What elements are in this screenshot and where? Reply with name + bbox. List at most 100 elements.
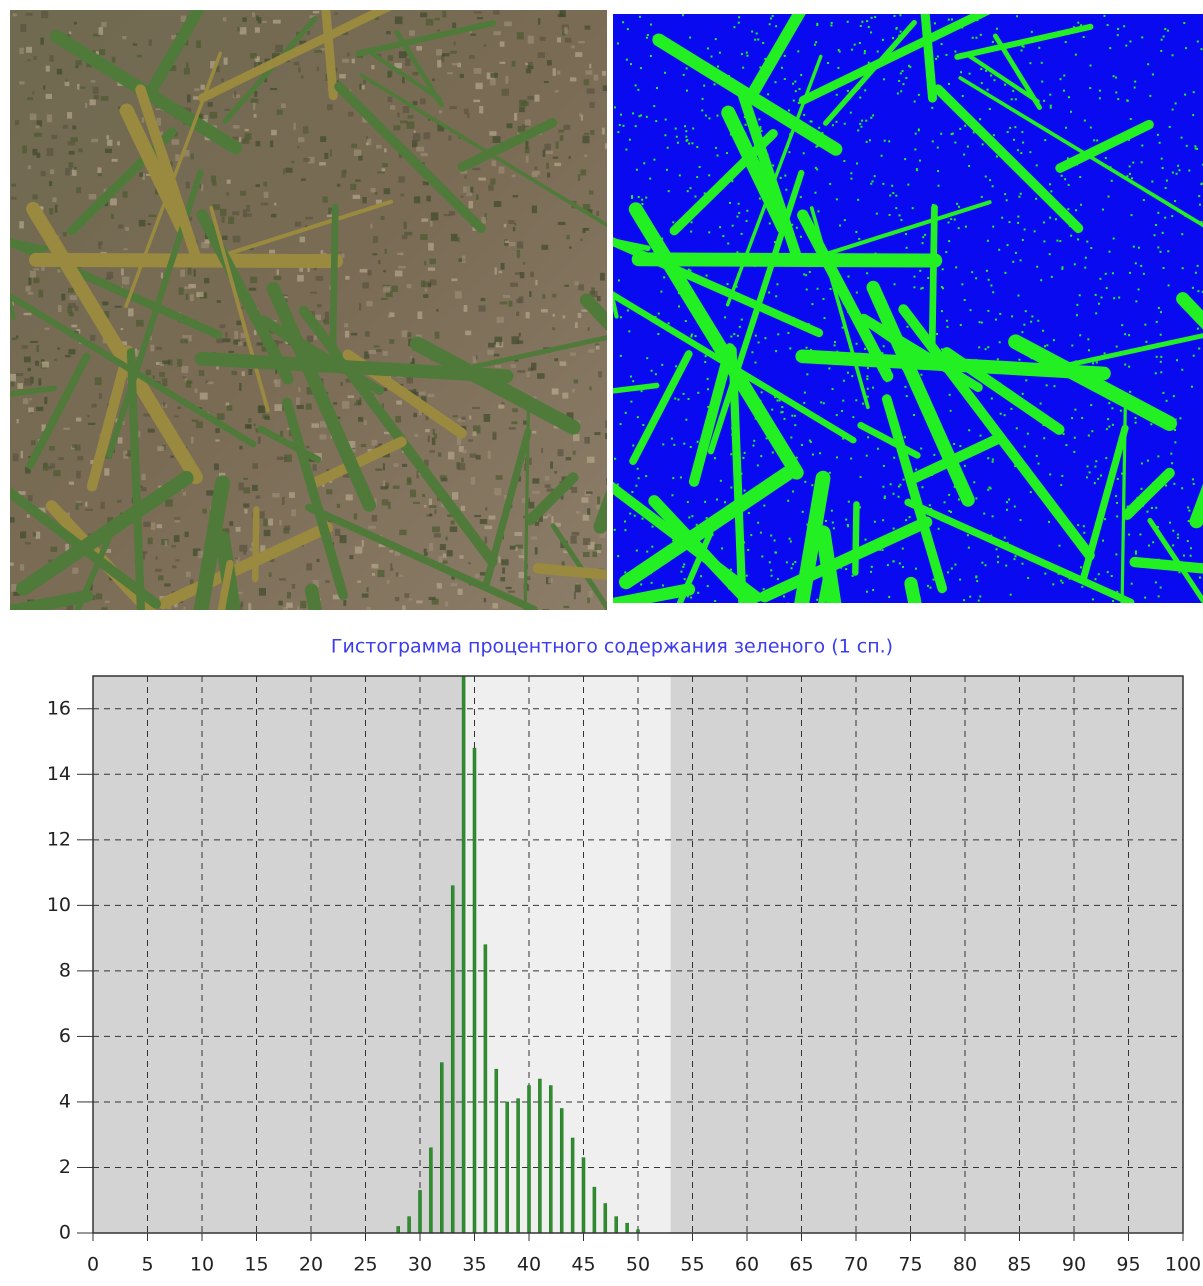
texture <box>469 416 471 420</box>
speck <box>801 172 803 174</box>
speck <box>913 414 915 416</box>
speck <box>699 166 701 168</box>
texture <box>106 135 109 139</box>
speck <box>930 508 932 510</box>
texture <box>580 239 582 242</box>
speck <box>938 185 940 187</box>
speck <box>896 27 898 29</box>
texture <box>215 439 219 441</box>
texture <box>381 216 385 220</box>
speck <box>806 524 808 526</box>
texture <box>44 397 47 404</box>
texture <box>528 36 534 44</box>
speck <box>614 458 616 460</box>
speck <box>1008 499 1010 501</box>
texture <box>269 572 272 577</box>
speck <box>972 37 974 39</box>
leaf-mask <box>639 259 936 260</box>
texture <box>510 364 516 367</box>
speck <box>1131 177 1133 179</box>
speck <box>1103 15 1105 17</box>
texture <box>487 350 494 355</box>
speck <box>741 233 743 235</box>
speck <box>806 548 808 550</box>
texture <box>438 556 442 562</box>
speck <box>738 212 740 214</box>
texture <box>424 261 426 265</box>
speck <box>950 218 952 220</box>
texture <box>550 461 553 468</box>
speck <box>843 302 845 304</box>
speck <box>1036 266 1038 268</box>
speck <box>683 443 685 445</box>
texture <box>466 192 472 195</box>
x-tick-label: 40 <box>517 1254 541 1276</box>
speck <box>1176 339 1178 341</box>
texture <box>527 372 530 377</box>
speck <box>662 443 664 445</box>
speck <box>617 555 619 557</box>
speck <box>906 395 908 397</box>
speck <box>987 457 989 459</box>
speck <box>665 119 667 121</box>
speck <box>1098 303 1100 305</box>
speck <box>916 168 918 170</box>
texture <box>21 451 23 459</box>
speck <box>856 163 858 165</box>
speck <box>1088 435 1090 437</box>
speck <box>801 124 803 126</box>
y-tick-label: 8 <box>59 959 71 981</box>
speck <box>1117 28 1119 30</box>
speck <box>672 477 674 479</box>
texture <box>345 276 349 280</box>
speck <box>1044 139 1046 141</box>
speck <box>791 224 793 226</box>
texture <box>358 417 363 422</box>
texture <box>196 292 203 297</box>
speck <box>968 547 970 549</box>
texture <box>493 136 501 143</box>
leaf-mask <box>855 504 856 572</box>
speck <box>949 394 951 396</box>
texture <box>54 359 56 361</box>
texture <box>204 278 209 283</box>
speck <box>811 484 813 486</box>
texture <box>301 178 306 180</box>
speck <box>842 327 844 329</box>
speck <box>1198 195 1200 197</box>
texture <box>249 288 256 291</box>
speck <box>746 55 748 57</box>
texture <box>456 462 460 469</box>
speck <box>800 74 802 76</box>
texture <box>473 100 480 103</box>
speck <box>1111 407 1113 409</box>
speck <box>754 409 756 411</box>
speck <box>1068 96 1070 98</box>
speck <box>787 332 789 334</box>
speck <box>1007 542 1009 544</box>
texture <box>255 184 260 187</box>
speck <box>833 527 835 529</box>
speck <box>1004 537 1006 539</box>
speck <box>978 15 980 17</box>
texture <box>576 511 580 514</box>
texture <box>417 311 422 319</box>
speck <box>1046 344 1048 346</box>
speck <box>649 178 651 180</box>
speck <box>832 113 834 115</box>
speck <box>786 314 788 316</box>
speck <box>999 341 1001 343</box>
texture <box>33 277 39 283</box>
speck <box>1005 565 1007 567</box>
speck <box>662 584 664 586</box>
speck <box>980 68 982 70</box>
texture <box>494 354 500 357</box>
speck <box>815 41 817 43</box>
texture <box>532 171 540 175</box>
speck <box>812 454 814 456</box>
speck <box>1172 544 1174 546</box>
texture <box>407 332 411 337</box>
texture <box>594 544 601 550</box>
speck <box>704 192 706 194</box>
speck <box>803 126 805 128</box>
